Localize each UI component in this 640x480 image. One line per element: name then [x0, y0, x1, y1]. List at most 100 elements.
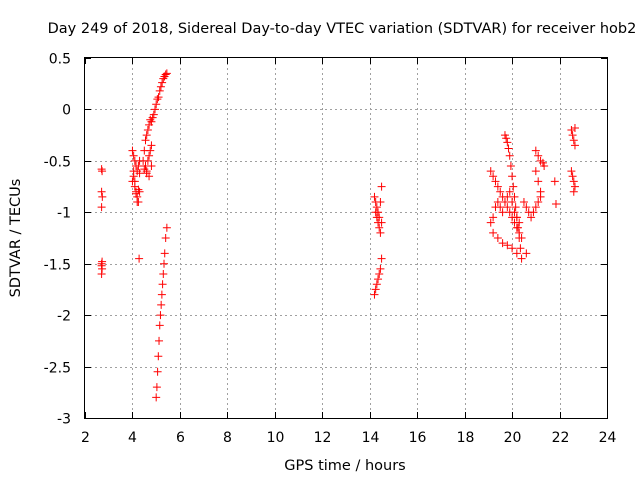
y-tick-label: -3	[57, 412, 71, 428]
data-point	[534, 151, 543, 160]
data-point	[377, 218, 386, 227]
data-point	[534, 198, 543, 206]
data-point	[551, 200, 560, 209]
data-point	[142, 131, 151, 140]
data-point	[154, 93, 163, 102]
data-point	[135, 254, 144, 263]
data-point	[568, 131, 577, 140]
y-tick-label: -1.5	[44, 258, 71, 274]
data-point	[129, 172, 138, 181]
data-point	[376, 264, 385, 273]
x-tick-label: 12	[314, 430, 332, 446]
data-point	[493, 198, 502, 206]
x-tick-label: 24	[599, 430, 617, 446]
data-point	[503, 203, 512, 212]
data-point	[140, 165, 149, 174]
data-point	[128, 146, 137, 155]
data-point	[503, 138, 512, 147]
data-point	[147, 141, 156, 150]
data-point	[508, 172, 517, 181]
data-point	[372, 203, 381, 212]
data-point	[162, 223, 171, 232]
data-point	[505, 187, 514, 196]
x-axis-label: GPS time / hours	[284, 458, 405, 474]
data-point	[98, 167, 107, 176]
data-point	[498, 239, 507, 248]
data-point	[146, 146, 155, 155]
data-point	[570, 182, 579, 191]
data-point	[153, 367, 162, 376]
data-point	[522, 249, 531, 258]
data-point	[531, 203, 540, 212]
data-point	[517, 254, 526, 263]
data-point	[510, 208, 519, 217]
data-point	[375, 270, 384, 278]
data-point	[504, 144, 513, 153]
plot-frame	[84, 57, 608, 419]
data-point	[529, 208, 538, 217]
data-point	[489, 213, 498, 222]
data-point	[515, 218, 524, 227]
data-point	[377, 182, 386, 191]
y-tick-label: -2	[57, 309, 71, 325]
x-tick-label: 22	[552, 430, 570, 446]
data-point	[516, 244, 525, 253]
data-point	[161, 70, 170, 79]
tick-label-layer: 2 4 6 8 10 12 14 16 18 20 22 240.50-0.5-1-1.5-2-2.5…	[44, 52, 617, 447]
data-point	[550, 177, 559, 186]
data-point	[568, 172, 577, 181]
data-point	[160, 259, 169, 268]
data-point	[371, 208, 380, 217]
data-point	[567, 167, 576, 176]
data-point	[377, 254, 386, 263]
data-point	[97, 187, 106, 196]
data-point	[527, 213, 536, 222]
data-point	[500, 198, 509, 206]
data-point	[143, 126, 152, 134]
data-point	[569, 136, 578, 145]
data-point	[508, 244, 517, 253]
data-point	[157, 300, 166, 309]
data-point	[135, 169, 144, 178]
x-tick-label: 16	[409, 430, 427, 446]
data-point	[512, 249, 521, 258]
data-point	[152, 383, 161, 392]
data-point	[375, 223, 384, 232]
grid-layer	[85, 58, 607, 418]
data-point	[376, 228, 385, 237]
data-point	[502, 134, 511, 143]
x-tick-label: 14	[362, 430, 380, 446]
data-point	[370, 192, 379, 201]
data-point	[159, 74, 168, 83]
data-point	[515, 234, 524, 242]
data-point	[141, 136, 150, 145]
data-point	[132, 189, 141, 198]
data-point	[489, 228, 498, 237]
x-tick-label: 18	[457, 430, 475, 446]
data-point	[491, 177, 500, 186]
y-tick-label: -2.5	[44, 361, 71, 377]
data-point	[97, 259, 106, 268]
data-point	[506, 162, 515, 170]
data-point	[145, 172, 154, 181]
data-point	[135, 187, 144, 196]
data-point	[489, 172, 498, 181]
data-point	[569, 177, 578, 186]
data-point	[153, 95, 162, 104]
data-point	[376, 198, 385, 206]
data-point	[161, 234, 170, 242]
y-tick-label: 0	[62, 103, 71, 119]
data-point	[505, 151, 514, 160]
data-point	[157, 290, 166, 299]
x-tick-label: 8	[223, 430, 232, 446]
data-point	[160, 249, 169, 258]
data-point	[519, 198, 528, 206]
data-point	[570, 123, 579, 132]
data-point	[569, 187, 578, 196]
data-point	[531, 146, 540, 155]
data-point	[512, 213, 521, 222]
data-point	[486, 218, 495, 227]
data-point	[147, 117, 156, 126]
data-point	[98, 192, 107, 201]
